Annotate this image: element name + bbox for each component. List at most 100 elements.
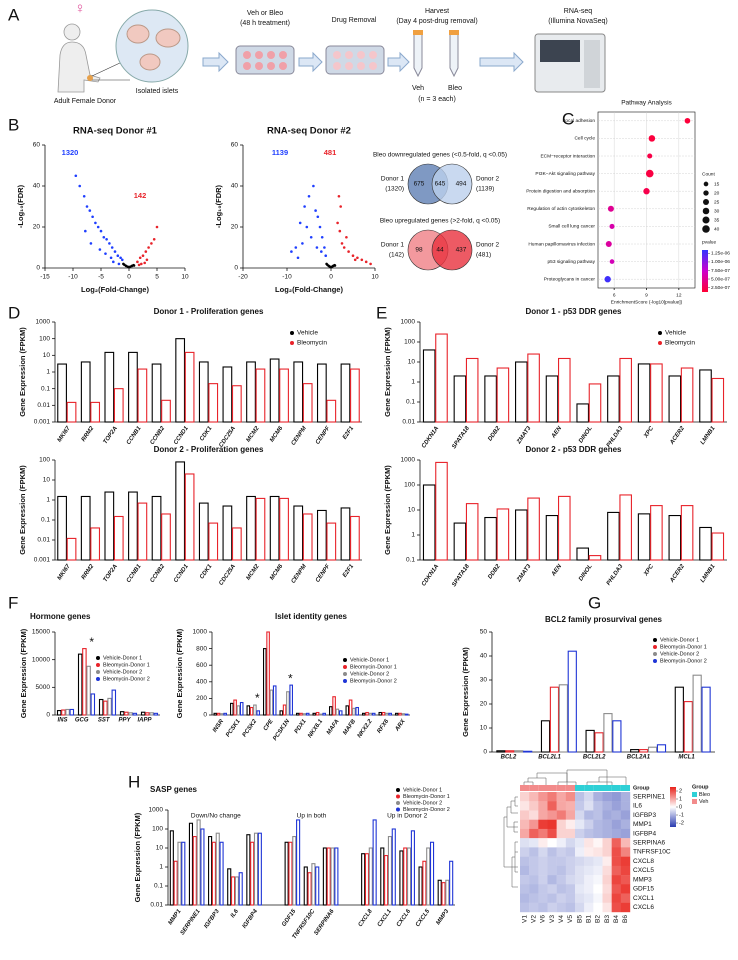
x-tick-label: MKI67 xyxy=(57,425,72,443)
heat-cell xyxy=(529,828,539,839)
bar xyxy=(545,514,559,561)
bar xyxy=(65,708,70,716)
heat-cell xyxy=(520,865,530,876)
x-axis-label: Log₂(Fold-Change) xyxy=(81,285,149,294)
bar xyxy=(184,351,195,423)
y-tick-label: Regulation of actin cytoskeleton xyxy=(527,206,595,212)
panel-label: G xyxy=(588,593,601,612)
point xyxy=(91,215,94,219)
bar xyxy=(233,699,237,716)
bar xyxy=(361,853,366,906)
point xyxy=(140,262,143,266)
size-key xyxy=(702,216,710,224)
legend-label: Vehicle-Donor 1 xyxy=(660,637,699,643)
x-tick-label: INS xyxy=(57,718,67,724)
bar xyxy=(315,711,320,716)
bar xyxy=(496,367,510,423)
point xyxy=(99,229,103,233)
heat-cell xyxy=(602,865,612,876)
y-tick-label: 0.1 xyxy=(154,883,163,890)
x-tick-label: GCG xyxy=(75,718,89,724)
y-tick-label: 1000 xyxy=(149,807,164,814)
row-label: IGFBP3 xyxy=(633,812,657,819)
group-cell xyxy=(575,785,585,791)
venn-count: 44 xyxy=(436,247,444,254)
bar xyxy=(332,696,336,716)
y-tick-label: 200 xyxy=(196,695,207,702)
point xyxy=(113,250,117,253)
bar xyxy=(303,866,308,906)
heat-cell xyxy=(593,856,603,867)
arrow xyxy=(479,51,524,73)
bar xyxy=(213,712,218,716)
dot xyxy=(648,135,656,142)
bar xyxy=(441,882,446,906)
bar xyxy=(449,860,454,906)
legend-marker xyxy=(343,665,347,669)
bar xyxy=(372,819,377,906)
bar xyxy=(292,836,297,906)
size-key xyxy=(702,207,710,215)
bar xyxy=(86,665,91,716)
sequencer-screen xyxy=(540,40,580,62)
column-label: V6 xyxy=(540,915,547,923)
bar xyxy=(128,491,138,561)
point xyxy=(320,235,324,239)
legend-label: Vehicle xyxy=(665,330,686,337)
legend-marker xyxy=(653,652,657,656)
y-tick-label: Proteoglycans in cancer xyxy=(544,276,596,282)
bar xyxy=(576,403,589,423)
row-label: SERPINA6 xyxy=(633,839,666,846)
venn-set-total: (481) xyxy=(476,252,491,259)
y-tick-label: p53 signaling pathway xyxy=(548,259,596,265)
y-tick-label: 1 xyxy=(411,379,415,386)
bar xyxy=(422,484,436,561)
heat-cell xyxy=(584,847,594,857)
heat-cell xyxy=(547,875,557,885)
size-key-label: 40 xyxy=(714,226,720,232)
y-tick-label: 100 xyxy=(404,482,415,489)
row-label: CXCL6 xyxy=(633,904,654,911)
heat-cell xyxy=(602,838,612,848)
bar xyxy=(208,522,219,561)
x-tick-label: 12 xyxy=(676,292,682,298)
y-tick-label: ECM−receptor interaction xyxy=(540,153,595,159)
legend-swatch xyxy=(692,799,697,804)
bar xyxy=(293,505,304,561)
colorbar-label: 2 xyxy=(679,788,682,794)
x-axis-label: Log₂(Fold-Change) xyxy=(275,285,343,294)
x-tick-label: IGFBP4 xyxy=(242,908,260,930)
x-tick-label: MCL1 xyxy=(678,755,695,761)
bar xyxy=(650,363,663,423)
point xyxy=(74,174,78,178)
panel-label: B xyxy=(8,115,19,134)
heat-cell xyxy=(602,893,612,903)
legend-marker xyxy=(343,679,347,683)
bar xyxy=(407,847,412,906)
heat-cell xyxy=(602,884,612,894)
y-tick-label: 100 xyxy=(404,339,415,346)
panel-label: A xyxy=(8,5,20,24)
bar xyxy=(181,841,186,906)
bar xyxy=(104,351,115,423)
bar xyxy=(711,532,725,561)
group-cell xyxy=(565,785,575,791)
bar xyxy=(429,841,435,906)
x-tick-label: 0 xyxy=(127,274,131,281)
bar xyxy=(435,461,448,561)
legend-label: Vehicle xyxy=(297,330,318,337)
y-axis-label: Gene Expression (FPKM) xyxy=(18,327,27,417)
bar xyxy=(269,495,280,561)
heat-cell xyxy=(538,893,548,903)
heat-cell xyxy=(620,902,631,913)
heat-cell xyxy=(529,884,539,894)
y-tick-label: 0.01 xyxy=(150,902,163,909)
chart-title: RNA-seq Donor #1 xyxy=(73,126,158,137)
heat-cell xyxy=(529,893,539,903)
row-label: MMP3 xyxy=(633,876,652,883)
heat-cell xyxy=(593,893,603,903)
heat-cell xyxy=(547,792,557,802)
heat-cell xyxy=(547,801,557,811)
venn-set-name: Donor 1 xyxy=(381,176,405,183)
chart-title: Donor 1 - p53 DDR genes xyxy=(525,307,622,316)
